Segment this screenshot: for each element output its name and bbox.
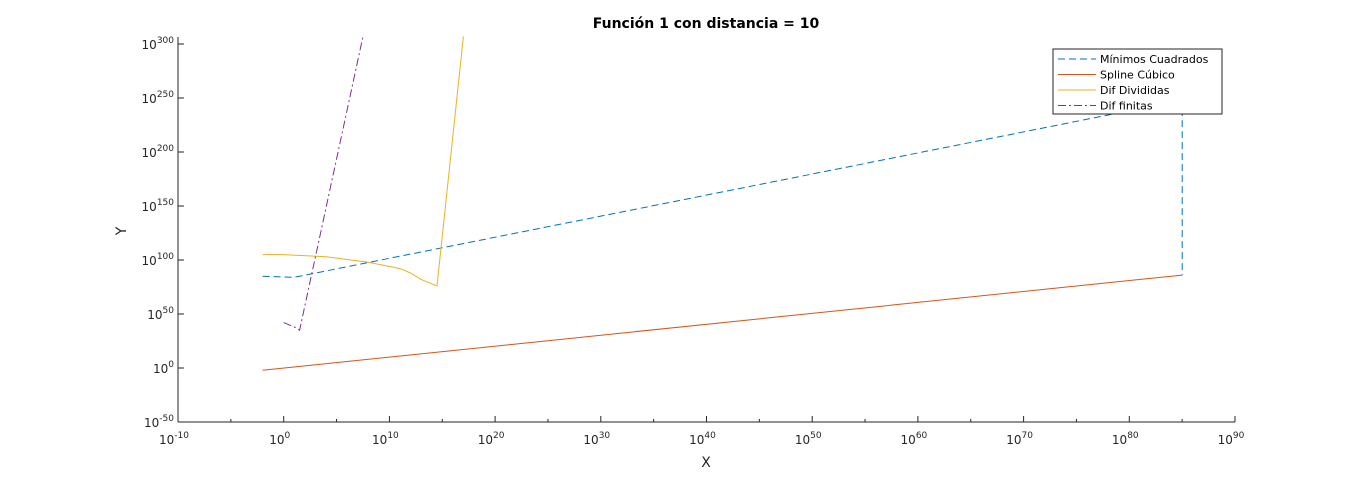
legend-label: Mínimos Cuadrados (1100, 53, 1209, 66)
x-ticks: 10-10 100 1010 1020 1030 1040 1050 1060 1070 1080… (159, 416, 1245, 447)
x-tick-label: 1010 (372, 431, 399, 447)
x-tick-label: 100 (269, 431, 290, 447)
y-tick-label: 10200 (142, 144, 175, 160)
y-tick-label: 10300 (142, 36, 175, 52)
x-tick-label: 1090 (1218, 431, 1245, 447)
x-tick-label: 10-10 (159, 431, 189, 447)
y-axis-label: Y (114, 226, 130, 236)
series-line-4 (283, 36, 364, 331)
y-tick-label: 10150 (142, 198, 175, 214)
y-ticks: 10-50 100 1050 10100 10150 10200 10250 10300 (142, 36, 184, 430)
legend-box (1052, 48, 1223, 115)
y-axis: 10-50 100 1050 10100 10150 10200 10250 10300 (142, 36, 184, 430)
legend-items: Mínimos Cuadrados Spline Cúbico Dif Dividi… (1058, 53, 1209, 113)
legend-label: Spline Cúbico (1100, 69, 1175, 82)
y-tick-label: 10-50 (144, 414, 174, 430)
x-tick-label: 1050 (795, 431, 822, 447)
chart-title: Función 1 con distancia = 10 (593, 16, 820, 32)
x-tick-label: 1040 (689, 431, 716, 447)
series-line-1 (262, 99, 1183, 278)
x-tick-label: 1060 (901, 431, 928, 447)
x-axis: 10-10 100 1010 1020 1030 1040 1050 1060 1070 1080… (159, 416, 1245, 447)
y-tick-label: 10100 (142, 252, 175, 268)
y-tick-label: 100 (153, 360, 174, 376)
x-axis-label: X (701, 455, 711, 471)
x-tick-label: 1070 (1006, 431, 1033, 447)
x-tick-label: 1080 (1112, 431, 1139, 447)
legend-label: Dif Divididas (1100, 84, 1170, 97)
y-tick-label: 10250 (142, 90, 175, 106)
plot-area (262, 36, 1183, 371)
x-tick-label: 1020 (478, 431, 505, 447)
series-line-3 (262, 36, 464, 287)
legend: Mínimos Cuadrados Spline Cúbico Dif Dividi… (1052, 48, 1223, 115)
x-tick-label: 1030 (583, 431, 610, 447)
series-line-2 (262, 274, 1183, 371)
legend-label: Dif finitas (1100, 100, 1153, 113)
y-tick-label: 1050 (147, 306, 174, 322)
